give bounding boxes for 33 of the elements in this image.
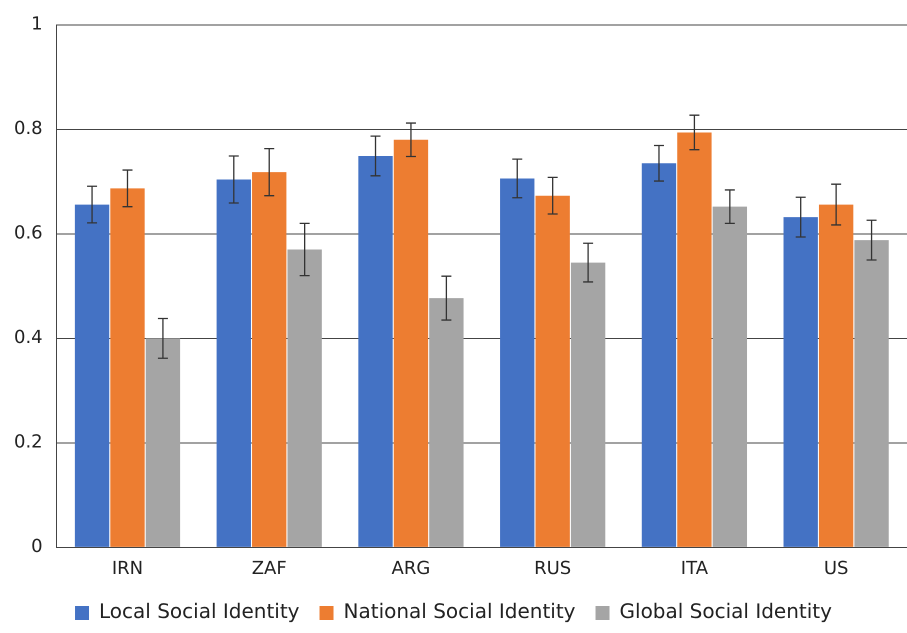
legend-label: Global Social Identity xyxy=(620,599,832,624)
bar xyxy=(146,338,180,547)
bar xyxy=(358,156,393,547)
x-tick-label: ARG xyxy=(392,558,430,579)
bar xyxy=(216,179,251,547)
bar xyxy=(818,204,854,547)
x-tick-label: ZAF xyxy=(252,558,287,579)
x-tick-label: US xyxy=(824,558,848,579)
legend-label: Local Social Identity xyxy=(99,599,300,624)
bar xyxy=(110,188,145,547)
y-tick-label: 0 xyxy=(31,536,43,558)
y-tick-label: 0.8 xyxy=(14,118,43,139)
bar xyxy=(287,250,322,547)
bar xyxy=(394,140,428,547)
y-tick-label: 0.2 xyxy=(14,432,43,453)
y-tick-label: 0.4 xyxy=(14,327,43,348)
bar xyxy=(252,172,286,547)
bar xyxy=(429,298,464,547)
bar xyxy=(535,196,570,547)
bar xyxy=(854,240,889,547)
bar xyxy=(677,132,712,547)
x-tick-label: RUS xyxy=(534,558,572,579)
bar xyxy=(712,206,748,547)
bar xyxy=(570,262,606,547)
x-tick-label: IRN xyxy=(112,558,144,579)
bar xyxy=(74,204,110,547)
y-tick-label: 0.6 xyxy=(14,222,43,244)
legend-label: National Social Identity xyxy=(344,599,576,624)
bar xyxy=(784,217,818,547)
bar xyxy=(500,178,534,547)
y-tick-label: 1 xyxy=(31,13,43,34)
x-tick-label: ITA xyxy=(680,558,709,579)
bar xyxy=(642,163,676,547)
